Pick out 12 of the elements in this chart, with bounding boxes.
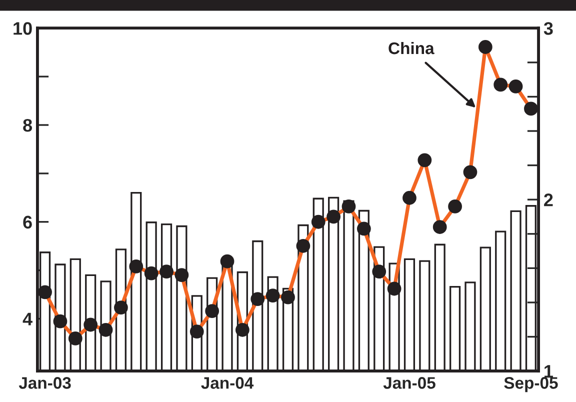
- x-tick-label: Jan-03: [18, 377, 71, 389]
- y2-tick-label: 3: [544, 22, 553, 35]
- x-tick-label: Jan-04: [201, 377, 254, 389]
- text: China: [388, 42, 434, 54]
- y-tick-label: 4: [22, 312, 32, 326]
- y-tick-label: 10: [14, 22, 32, 35]
- x-tick-label: Jan-05: [383, 377, 436, 389]
- y2-tick-label: 1: [544, 365, 553, 378]
- y-tick-label: 6: [23, 216, 32, 229]
- y-tick-label: 8: [23, 118, 32, 132]
- x-tick-label: Sep-05: [504, 377, 558, 392]
- y2-tick-label: 2: [544, 194, 553, 206]
